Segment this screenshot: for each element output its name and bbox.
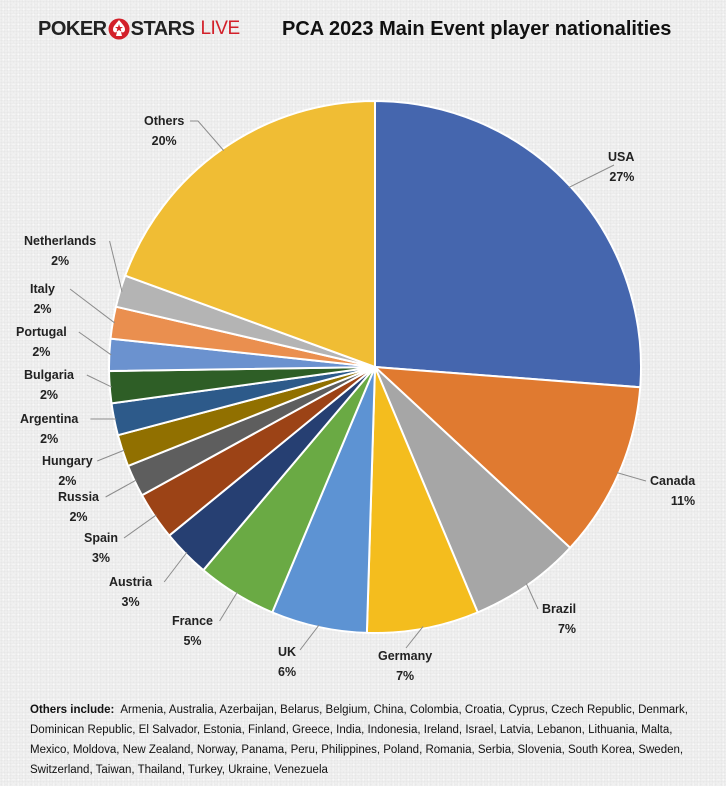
slice-label-value: 3% xyxy=(121,595,140,609)
logo-text-live: LIVE xyxy=(200,18,240,39)
slice-label-portugal: Portugal 2% xyxy=(16,322,67,362)
slice-label-name: Netherlands xyxy=(24,234,97,248)
leader-line-usa xyxy=(568,164,615,189)
leader-line-germany xyxy=(405,626,424,649)
slice-label-italy: Italy 2% xyxy=(30,279,55,319)
slice-label-value: 2% xyxy=(69,510,88,524)
slice-label-name: Portugal xyxy=(16,325,67,339)
slice-label-germany: Germany 7% xyxy=(378,646,432,686)
slice-label-value: 2% xyxy=(51,254,70,268)
pie-slice-usa xyxy=(374,99,642,389)
slice-label-value: 2% xyxy=(33,302,52,316)
leader-line-france xyxy=(219,591,238,622)
leader-line-brazil xyxy=(525,583,539,610)
slice-label-name: Canada xyxy=(650,474,696,488)
slice-label-argentina: Argentina 2% xyxy=(20,409,78,449)
slice-label-value: 27% xyxy=(609,170,635,184)
slice-label-name: France xyxy=(172,614,213,628)
pie-chart xyxy=(69,99,647,651)
slice-label-austria: Austria 3% xyxy=(109,572,152,612)
slice-label-value: 3% xyxy=(91,551,111,565)
slice-label-brazil: Brazil 7% xyxy=(542,599,576,639)
spade-star-icon xyxy=(108,18,130,40)
leader-line-russia xyxy=(105,479,137,498)
slice-label-france: France 5% xyxy=(172,611,213,651)
pie-slice-germany xyxy=(365,366,480,634)
footnote-text: Armenia, Australia, Azerbaijan, Belarus,… xyxy=(30,704,688,776)
slice-label-value: 11% xyxy=(670,494,696,508)
leader-line-bulgaria xyxy=(86,374,112,388)
leader-line-netherlands xyxy=(109,240,123,292)
slice-label-name: Austria xyxy=(109,575,153,589)
slice-label-netherlands: Netherlands 2% xyxy=(24,231,96,271)
slice-label-name: Russia xyxy=(58,490,99,504)
chart-title: PCA 2023 Main Event player nationalities xyxy=(282,18,672,40)
slice-label-spain: Spain 3% xyxy=(84,528,118,568)
slice-label-others: Others 20% xyxy=(144,111,184,151)
slice-label-name: Brazil xyxy=(542,602,577,616)
slice-label-name: Bulgaria xyxy=(24,368,75,382)
slice-label-hungary: Hungary 2% xyxy=(42,451,93,491)
slice-label-name: USA xyxy=(608,150,635,164)
logo-text-stars: STARS xyxy=(130,17,195,40)
slice-label-bulgaria: Bulgaria 2% xyxy=(24,365,74,405)
slice-label-value: 2% xyxy=(32,345,51,359)
slice-label-canada: Canada 11% xyxy=(650,471,695,511)
leader-line-italy xyxy=(69,288,116,324)
leader-line-canada xyxy=(616,472,647,482)
slice-label-value: 7% xyxy=(396,669,415,683)
slice-label-value: 7% xyxy=(557,622,577,636)
leader-line-uk xyxy=(299,624,320,651)
leader-line-portugal xyxy=(78,331,112,356)
slice-label-value: 6% xyxy=(278,665,297,679)
pokerstars-live-logo: POKER STARS LIVE xyxy=(38,14,240,44)
leader-line-spain xyxy=(123,514,157,539)
slice-label-value: 20% xyxy=(151,134,177,148)
slice-label-value: 5% xyxy=(183,634,202,648)
slice-label-name: Others xyxy=(144,114,185,128)
leader-line-others xyxy=(190,120,225,151)
slice-label-value: 2% xyxy=(40,432,59,446)
footnote-heading: Others include: xyxy=(30,704,115,716)
leader-line-austria xyxy=(163,551,188,583)
slice-label-name: Italy xyxy=(30,282,56,296)
slice-label-uk: UK 6% xyxy=(278,642,296,682)
slice-label-usa: USA 27% xyxy=(608,147,634,187)
slice-label-value: 2% xyxy=(58,474,77,488)
logo-text-poker: POKER xyxy=(38,17,107,40)
others-footnote: Others include: Armenia, Australia, Azerb… xyxy=(30,700,710,780)
slice-label-russia: Russia 2% xyxy=(58,487,99,527)
leader-line-hungary xyxy=(97,449,125,462)
slice-label-value: 2% xyxy=(39,388,59,402)
slice-label-name: Argentina xyxy=(20,412,79,426)
slice-label-name: Germany xyxy=(378,649,433,663)
slice-label-name: UK xyxy=(278,645,297,659)
slice-label-name: Hungary xyxy=(42,454,93,468)
slice-label-name: Spain xyxy=(84,531,119,545)
